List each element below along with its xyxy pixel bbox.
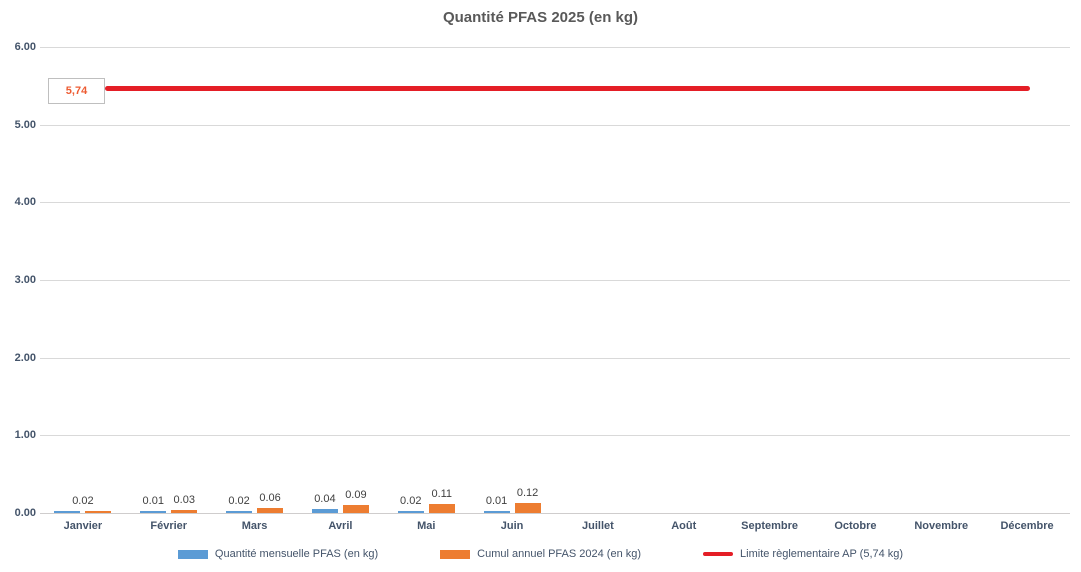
month-label: Novembre — [914, 520, 969, 532]
month-label: Avril — [328, 520, 353, 532]
legend-line-marker-icon — [703, 552, 734, 556]
data-label: 0.01 — [485, 495, 508, 507]
legend-item-label: Quantité mensuelle PFAS (en kg) — [214, 548, 379, 560]
data-label: 0.02 — [400, 495, 422, 507]
month-label: Décembre — [1000, 520, 1054, 532]
bar-cumulative — [342, 505, 369, 513]
legend-swatch-icon — [440, 549, 471, 559]
data-label: 0.03 — [173, 494, 195, 506]
month-label: Octobre — [834, 520, 877, 532]
legend: Quantité mensuelle PFAS (en kg) Cumul ann… — [0, 545, 1081, 563]
month-label: Février — [150, 520, 188, 532]
data-label: 0.01 — [142, 495, 164, 507]
bar-monthly — [140, 511, 167, 513]
chart-title: Quantité PFAS 2025 (en kg) — [442, 9, 639, 26]
bar-monthly — [54, 511, 81, 513]
bar-cumulative — [85, 511, 112, 513]
y-tick-label: 6.00 — [14, 40, 36, 53]
bar-monthly — [226, 511, 253, 513]
legend-item-2: Limite règlementaire AP (5,74 kg) — [703, 548, 903, 560]
month-label: Juin — [500, 520, 524, 532]
month-label: Août — [671, 520, 697, 532]
gridline — [40, 124, 1070, 126]
bar-cumulative — [514, 503, 541, 513]
legend-item-label: Limite règlementaire AP (5,74 kg) — [740, 548, 904, 560]
legend-item-label: Cumul annuel PFAS 2024 (en kg) — [477, 548, 642, 560]
month-label: Juillet — [582, 520, 614, 532]
month-label: Septembre — [741, 520, 798, 532]
y-tick-label: 2.00 — [14, 351, 36, 364]
data-label: 0.04 — [314, 493, 336, 505]
gridline — [40, 202, 1070, 204]
bar-cumulative — [171, 510, 198, 513]
data-label: 0.02 — [72, 495, 94, 507]
month-label: Mars — [241, 520, 268, 532]
gridline — [40, 357, 1070, 359]
limit-label-box: 5,74 — [48, 77, 105, 104]
y-tick-label: 5.00 — [14, 118, 36, 131]
x-axis-line — [40, 513, 1070, 514]
data-label: 0.12 — [516, 487, 539, 499]
bar-monthly — [397, 511, 424, 513]
legend-item-1: Cumul annuel PFAS 2024 (en kg) — [440, 548, 641, 560]
legend-swatch-icon — [177, 549, 208, 559]
data-label: 0.02 — [228, 495, 250, 507]
limit-line — [105, 85, 1030, 91]
gridline — [40, 435, 1070, 437]
data-label: 0.06 — [259, 492, 281, 504]
bar-cumulative — [428, 504, 455, 513]
gridline — [40, 279, 1070, 281]
limit-label: 5,74 — [65, 84, 88, 97]
bar-cumulative — [257, 508, 284, 513]
month-label: Janvier — [63, 520, 103, 532]
month-label: Mai — [417, 520, 436, 532]
data-label: 0.11 — [431, 488, 453, 500]
y-tick-label: 1.00 — [14, 429, 36, 442]
bar-monthly — [311, 509, 338, 513]
y-tick-label: 3.00 — [14, 273, 36, 286]
y-tick-label: 4.00 — [14, 196, 36, 209]
legend-item-0: Quantité mensuelle PFAS (en kg) — [177, 548, 379, 560]
gridline — [40, 46, 1070, 48]
bar-monthly — [483, 511, 510, 513]
data-label: 0.09 — [345, 489, 367, 501]
y-tick-label: 0.00 — [14, 507, 36, 519]
